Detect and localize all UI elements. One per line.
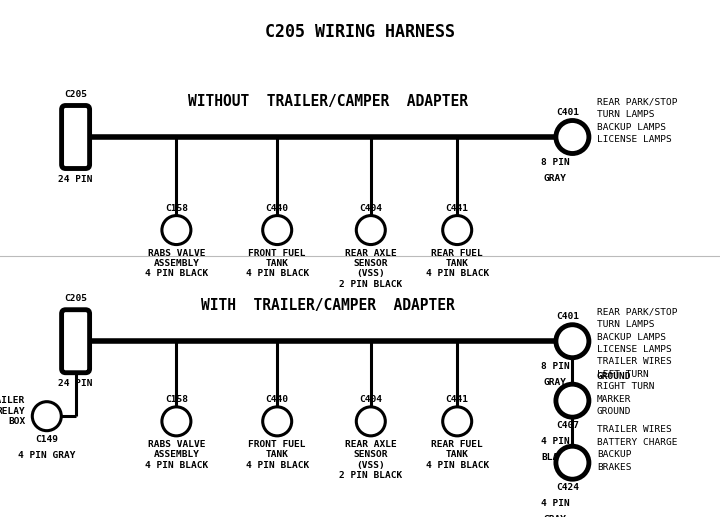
Text: C404: C404 <box>359 395 382 404</box>
Text: C441: C441 <box>446 395 469 404</box>
Circle shape <box>162 216 191 245</box>
Text: TRAILER WIRES
BATTERY CHARGE
BACKUP
BRAKES: TRAILER WIRES BATTERY CHARGE BACKUP BRAK… <box>597 425 678 472</box>
Text: REAR PARK/STOP
TURN LAMPS
BACKUP LAMPS
LICENSE LAMPS: REAR PARK/STOP TURN LAMPS BACKUP LAMPS L… <box>597 308 678 355</box>
Text: C401: C401 <box>556 312 579 321</box>
Text: 24 PIN: 24 PIN <box>58 379 93 388</box>
Circle shape <box>556 446 589 479</box>
Text: GROUND: GROUND <box>597 372 631 381</box>
Circle shape <box>356 216 385 245</box>
Text: C149: C149 <box>35 435 58 444</box>
Text: C205: C205 <box>64 90 87 99</box>
FancyBboxPatch shape <box>62 105 89 169</box>
Circle shape <box>443 407 472 436</box>
Text: C158: C158 <box>165 204 188 212</box>
FancyBboxPatch shape <box>62 310 89 373</box>
Text: FRONT FUEL
TANK
4 PIN BLACK: FRONT FUEL TANK 4 PIN BLACK <box>246 440 309 469</box>
Circle shape <box>556 120 589 154</box>
Text: 24 PIN: 24 PIN <box>58 175 93 184</box>
Text: RABS VALVE
ASSEMBLY
4 PIN BLACK: RABS VALVE ASSEMBLY 4 PIN BLACK <box>145 440 208 469</box>
Text: TRAILER
RELAY
BOX: TRAILER RELAY BOX <box>0 397 25 426</box>
Text: REAR AXLE
SENSOR
(VSS)
2 PIN BLACK: REAR AXLE SENSOR (VSS) 2 PIN BLACK <box>339 440 402 480</box>
Text: C205: C205 <box>64 294 87 303</box>
Circle shape <box>162 407 191 436</box>
Circle shape <box>556 325 589 358</box>
Text: FRONT FUEL
TANK
4 PIN BLACK: FRONT FUEL TANK 4 PIN BLACK <box>246 249 309 278</box>
Text: C407: C407 <box>556 421 579 430</box>
Text: C441: C441 <box>446 204 469 212</box>
Text: REAR FUEL
TANK
4 PIN BLACK: REAR FUEL TANK 4 PIN BLACK <box>426 440 489 469</box>
Text: C440: C440 <box>266 204 289 212</box>
Text: 4 PIN GRAY: 4 PIN GRAY <box>18 451 76 460</box>
Text: WITHOUT  TRAILER/CAMPER  ADAPTER: WITHOUT TRAILER/CAMPER ADAPTER <box>188 94 467 109</box>
Text: RABS VALVE
ASSEMBLY
4 PIN BLACK: RABS VALVE ASSEMBLY 4 PIN BLACK <box>145 249 208 278</box>
Text: C401: C401 <box>556 108 579 116</box>
Text: WITH  TRAILER/CAMPER  ADAPTER: WITH TRAILER/CAMPER ADAPTER <box>201 298 454 313</box>
Text: 8 PIN: 8 PIN <box>541 362 570 371</box>
Text: 4 PIN: 4 PIN <box>541 437 570 446</box>
Text: 4 PIN: 4 PIN <box>541 499 570 508</box>
Text: C205 WIRING HARNESS: C205 WIRING HARNESS <box>265 23 455 41</box>
Circle shape <box>263 216 292 245</box>
Text: TRAILER WIRES
LEFT TURN
RIGHT TURN
MARKER
GROUND: TRAILER WIRES LEFT TURN RIGHT TURN MARKE… <box>597 357 672 416</box>
Text: C158: C158 <box>165 395 188 404</box>
Text: REAR PARK/STOP
TURN LAMPS
BACKUP LAMPS
LICENSE LAMPS: REAR PARK/STOP TURN LAMPS BACKUP LAMPS L… <box>597 98 678 144</box>
Text: GRAY: GRAY <box>544 174 567 183</box>
Text: REAR FUEL
TANK
4 PIN BLACK: REAR FUEL TANK 4 PIN BLACK <box>426 249 489 278</box>
Circle shape <box>556 384 589 417</box>
Circle shape <box>443 216 472 245</box>
Circle shape <box>263 407 292 436</box>
Circle shape <box>32 402 61 431</box>
Text: GRAY: GRAY <box>544 378 567 387</box>
Circle shape <box>356 407 385 436</box>
Text: BLACK: BLACK <box>541 453 570 462</box>
Text: C424: C424 <box>556 483 579 492</box>
Text: GRAY: GRAY <box>544 515 567 517</box>
Text: C404: C404 <box>359 204 382 212</box>
Text: 8 PIN: 8 PIN <box>541 158 570 166</box>
Text: C440: C440 <box>266 395 289 404</box>
Text: REAR AXLE
SENSOR
(VSS)
2 PIN BLACK: REAR AXLE SENSOR (VSS) 2 PIN BLACK <box>339 249 402 289</box>
